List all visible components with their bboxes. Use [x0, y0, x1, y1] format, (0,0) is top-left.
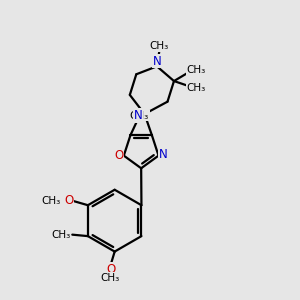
- Text: CH₃: CH₃: [41, 196, 61, 206]
- Text: CH₃: CH₃: [150, 41, 169, 51]
- Text: O: O: [64, 194, 74, 207]
- Text: O: O: [114, 149, 123, 162]
- Text: N: N: [152, 55, 161, 68]
- Text: CH₃: CH₃: [100, 273, 120, 283]
- Text: CH₃: CH₃: [186, 65, 206, 75]
- Text: CH₃: CH₃: [51, 230, 70, 240]
- Text: O: O: [106, 263, 116, 276]
- Text: N: N: [159, 148, 167, 161]
- Text: N: N: [134, 109, 142, 122]
- Text: CH₃: CH₃: [130, 110, 149, 121]
- Text: CH₃: CH₃: [186, 82, 206, 92]
